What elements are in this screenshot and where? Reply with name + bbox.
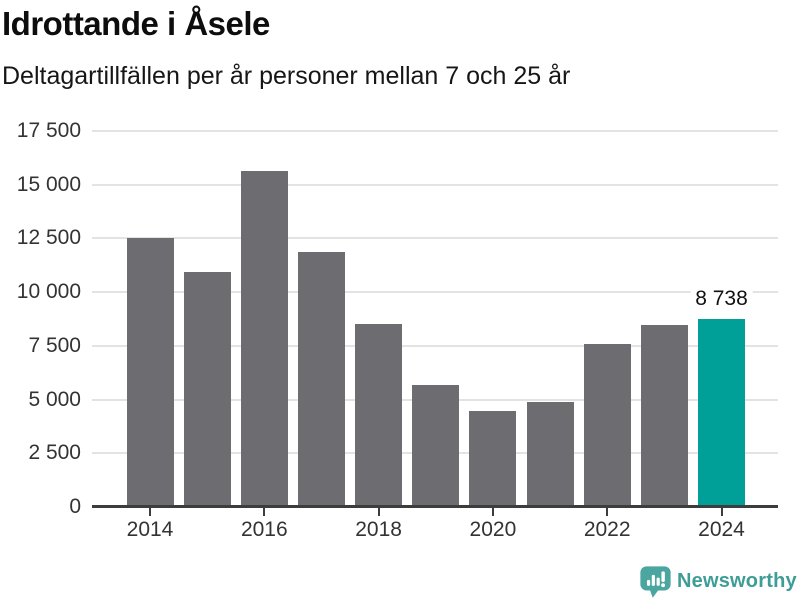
bar	[240, 170, 288, 507]
y-tick-label: 17 500	[16, 119, 81, 142]
newsworthy-wordmark: Newsworthy	[677, 570, 797, 592]
bar	[526, 401, 574, 507]
x-tick-label: 2022	[583, 518, 631, 541]
y-tick-label: 2 500	[28, 441, 81, 465]
x-tick-label: 2014	[126, 518, 174, 541]
x-tick	[491, 508, 494, 516]
gridline	[92, 291, 778, 294]
gridline	[92, 237, 778, 240]
x-tick	[263, 508, 266, 516]
bar	[412, 384, 460, 507]
x-axis-line	[92, 505, 778, 508]
y-tick-label: 10 000	[16, 280, 81, 304]
y-tick-label: 7 500	[28, 333, 81, 357]
gridline	[92, 130, 778, 132]
bar	[469, 411, 517, 507]
y-tick-label: 15 000	[16, 172, 81, 196]
bar	[126, 238, 174, 507]
bar	[355, 324, 403, 507]
x-tick-label: 2018	[355, 518, 402, 541]
gridline	[92, 344, 778, 347]
gridline	[92, 183, 778, 186]
mini-bar-chart-exclamation-glyph	[646, 570, 665, 587]
x-tick-label: 2024	[698, 518, 745, 541]
bar	[297, 252, 345, 507]
bar-value-label: 8 738	[690, 286, 753, 313]
newsworthy-speech-bubble-icon	[640, 565, 671, 598]
x-tick	[377, 508, 380, 516]
y-tick-label: 0	[69, 495, 81, 518]
bar	[583, 344, 631, 507]
y-tick-label: 5 000	[28, 387, 81, 411]
x-tick	[149, 508, 151, 516]
bar	[183, 271, 231, 507]
newsworthy-logo[interactable]: Newsworthy	[639, 564, 797, 598]
y-tick-label: 12 500	[16, 226, 81, 250]
x-tick	[606, 508, 609, 516]
bar	[640, 325, 688, 507]
chart-subtitle: Deltagartillfällen per år personer mella…	[2, 62, 571, 90]
x-tick-label: 2016	[240, 518, 288, 541]
x-tick	[720, 508, 723, 516]
chart-title: Idrottande i Åsele	[2, 5, 270, 42]
x-tick-label: 2020	[469, 518, 517, 541]
bar	[698, 319, 745, 507]
